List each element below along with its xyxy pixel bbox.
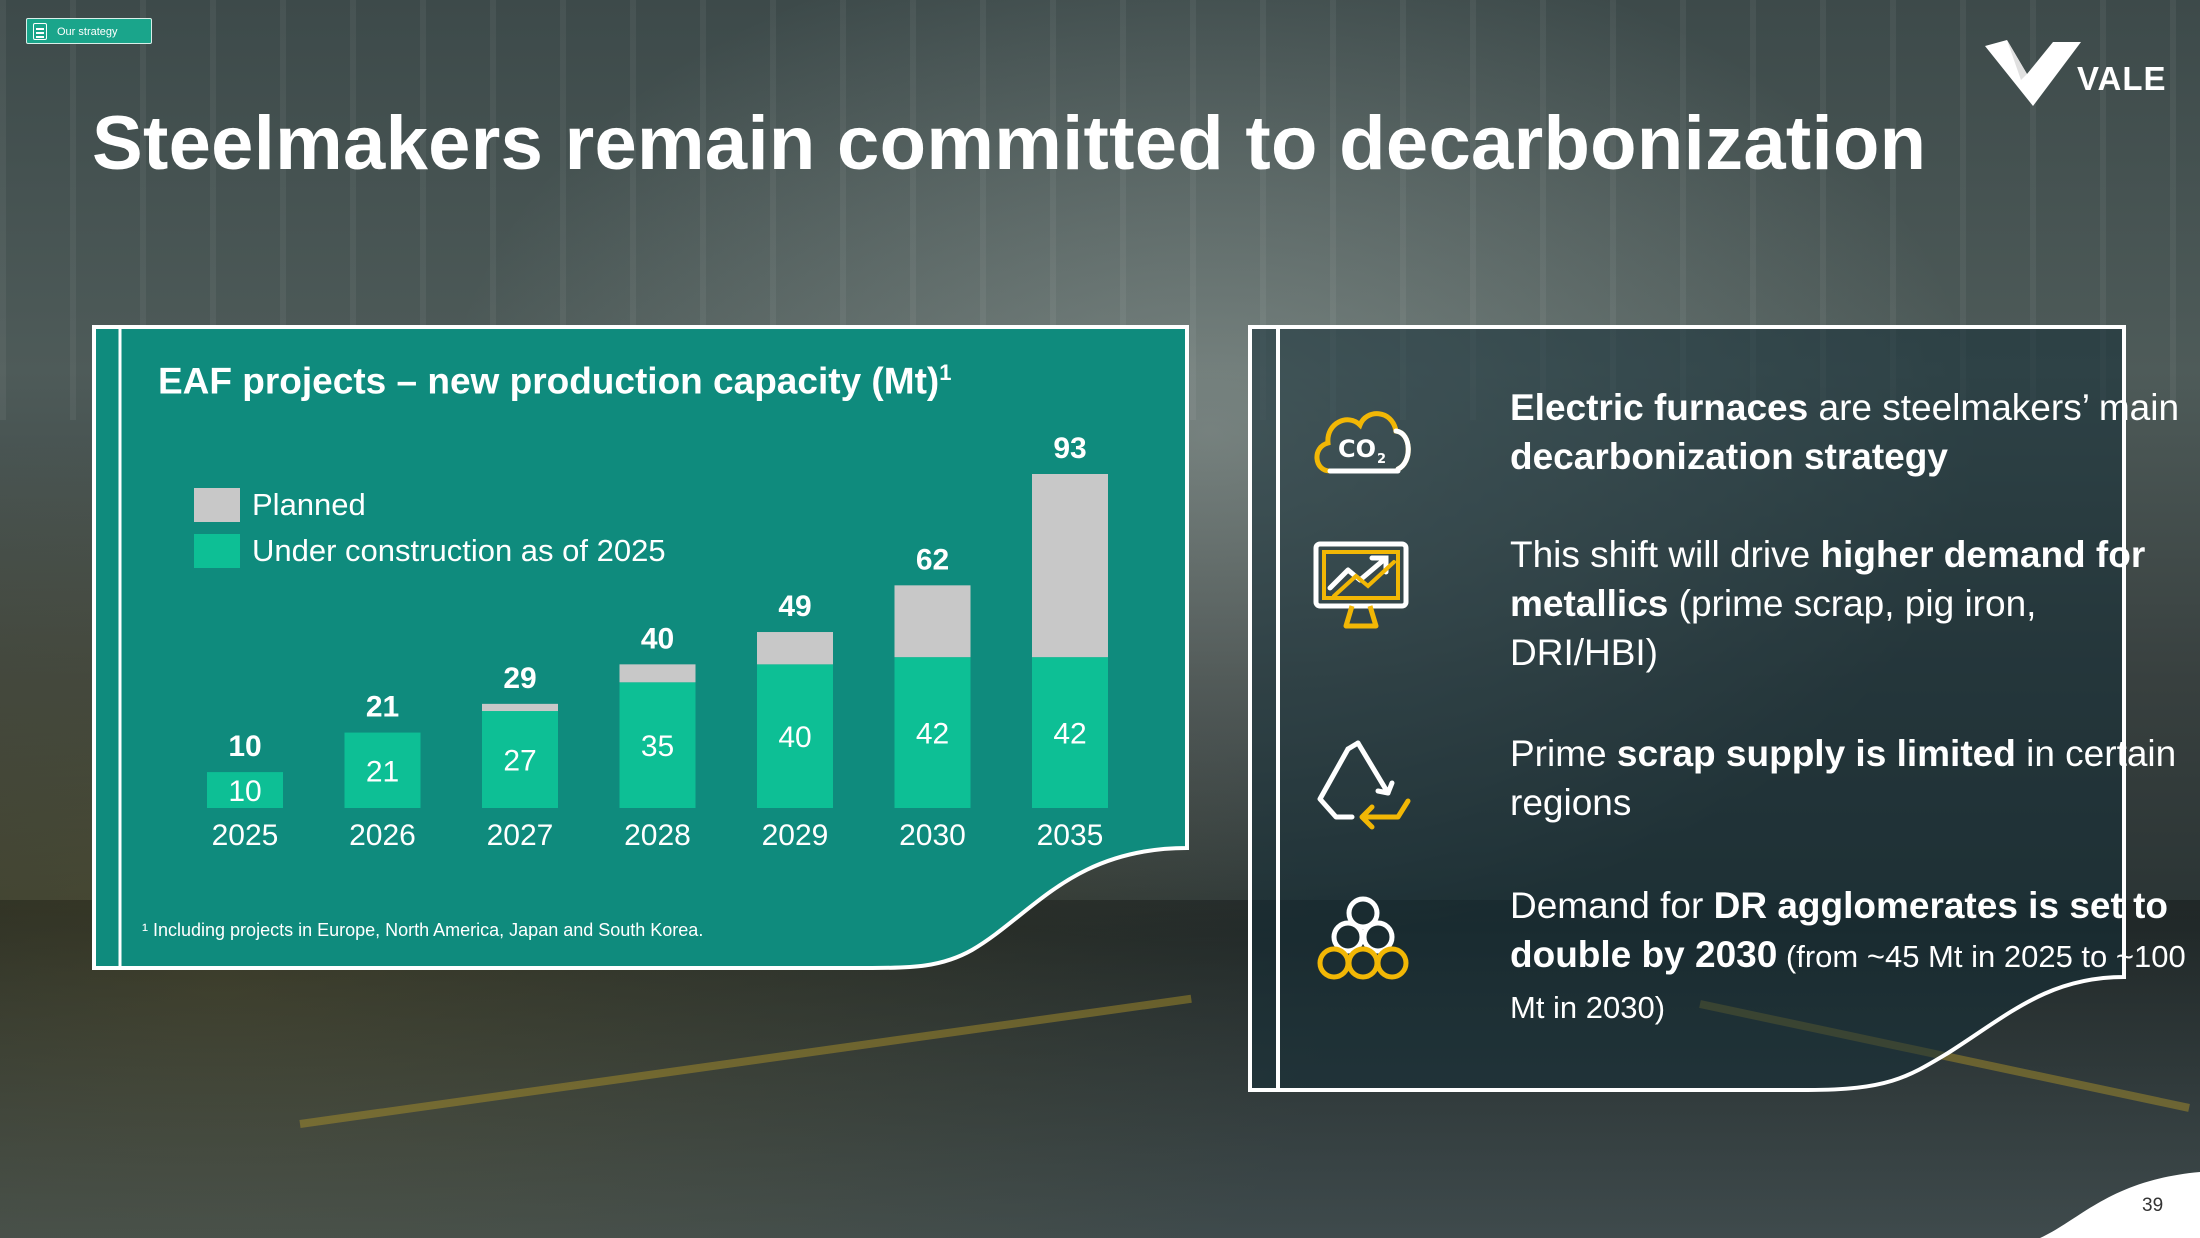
bar-under-construction	[619, 682, 696, 808]
legend-swatch-planned	[194, 488, 240, 522]
clipboard-icon	[33, 23, 47, 40]
point-text: Demand for DR agglomerates is set to dou…	[1510, 881, 2190, 1032]
bar-value-label: 21	[366, 755, 399, 788]
point-text-bold: scrap supply is limited	[1616, 733, 2016, 774]
bar-planned	[894, 585, 971, 658]
x-tick-label: 2029	[762, 819, 829, 852]
bar-under-construction	[344, 732, 421, 808]
point-text: Electric furnaces are steelmakers’ main …	[1510, 383, 2190, 481]
point-text-bold: Electric furnaces	[1510, 387, 1809, 428]
chart-title: EAF projects – new production capacity (…	[158, 360, 951, 402]
bar-total-label: 62	[916, 543, 949, 576]
bar-chart-plot: 10 10 2025 21 21 2026 27 29 2027 35 40 2028 40 49 2029…	[207, 432, 1108, 852]
chart-footnote: ¹ Including projects in Europe, North Am…	[142, 920, 704, 940]
section-tag-label: Our strategy	[57, 26, 118, 38]
x-tick-label: 2028	[624, 819, 691, 852]
legend-label-under-construction: Under construction as of 2025	[252, 533, 666, 568]
x-tick-label: 2030	[899, 819, 966, 852]
chart-panel: EAF projects – new production capacity (…	[92, 325, 1190, 970]
point-dr-agglomerates: Demand for DR agglomerates is set to dou…	[1308, 881, 2186, 1031]
point-text-bold: decarbonization strategy	[1510, 436, 1948, 477]
svg-text:2: 2	[1377, 452, 1386, 467]
x-tick-label: 2027	[487, 819, 554, 852]
x-tick-label: 2026	[349, 819, 416, 852]
point-text-segment: are steelmakers’ main	[1808, 387, 2180, 428]
bar-total-label: 21	[366, 691, 399, 724]
bar-value-label: 10	[228, 775, 261, 808]
bar-total-label: 93	[1053, 432, 1086, 465]
pellets-icon	[1317, 896, 1409, 980]
point-text-segment: This shift will drive	[1510, 534, 1821, 575]
page-number: 39	[2142, 1195, 2164, 1216]
point-text-segment: (prime scrap, pig iron, DRI/HBI)	[1510, 583, 2037, 673]
vale-v-icon	[1985, 40, 2081, 106]
point-text-segment: (from ~45 Mt in 2025 to ~100 Mt in 2030)	[1510, 939, 2186, 1025]
point-scrap-supply: Prime scrap supply is limited in certain…	[1308, 729, 2176, 839]
bar-value-label: 27	[503, 745, 536, 778]
point-text: This shift will drive higher demand for …	[1510, 530, 2190, 677]
info-panel: CO 2 Electric furnaces are steelmakers’ …	[1248, 325, 2186, 1092]
chart-title-footnote-marker: 1	[939, 360, 952, 385]
bar-total-label: 40	[641, 622, 674, 655]
x-tick-label: 2025	[212, 819, 279, 852]
point-electric-furnaces: CO 2 Electric furnaces are steelmakers’ …	[1308, 383, 2179, 493]
bar-under-construction	[757, 664, 833, 808]
bar-planned	[757, 632, 833, 665]
brand-name: VALE	[2077, 60, 2167, 97]
co2-cloud-icon: CO 2	[1314, 411, 1411, 474]
bar-under-construction	[1032, 657, 1108, 808]
bar-total-label: 29	[503, 662, 536, 695]
svg-text:CO: CO	[1338, 435, 1376, 463]
bar-under-construction	[482, 711, 558, 808]
point-text-segment: Prime	[1510, 733, 1617, 774]
point-text-segment: Demand for	[1510, 885, 1714, 926]
point-text-segment: in certain regions	[1510, 733, 2177, 823]
bar-planned	[482, 703, 558, 712]
bar-planned	[619, 664, 696, 683]
bar-total-label: 10	[228, 730, 261, 763]
bar-total-label: 49	[778, 590, 811, 623]
bar-planned	[1032, 474, 1108, 658]
x-tick-label: 2035	[1037, 819, 1104, 852]
bar-value-label: 35	[641, 730, 674, 763]
section-tag[interactable]: Our strategy	[26, 18, 152, 44]
point-text-bold: higher demand for metallics	[1510, 534, 2146, 624]
legend-label-planned: Planned	[252, 487, 366, 522]
bar-under-construction	[207, 772, 283, 808]
page-corner-shape	[2040, 1172, 2200, 1238]
legend-swatch-under-construction	[194, 534, 240, 568]
rising-chart-monitor-icon	[1313, 541, 1409, 629]
bar-under-construction	[894, 657, 971, 808]
point-text-bold: DR agglomerates is set to double by 2030	[1510, 885, 2168, 975]
bar-value-label: 40	[778, 721, 811, 754]
page-title: Steelmakers remain committed to decarbon…	[92, 101, 1927, 186]
bar-value-label: 42	[916, 718, 949, 751]
chart-title-text: EAF projects – new production capacity (…	[158, 360, 940, 402]
vale-logo: VALE	[1985, 36, 2200, 116]
point-metallics-demand: This shift will drive higher demand for …	[1308, 530, 2145, 680]
info-panel-frame	[1248, 325, 2126, 1092]
recycle-icon	[1317, 740, 1411, 830]
point-text: Prime scrap supply is limited in certain…	[1510, 729, 2190, 827]
bar-value-label: 42	[1053, 718, 1086, 751]
